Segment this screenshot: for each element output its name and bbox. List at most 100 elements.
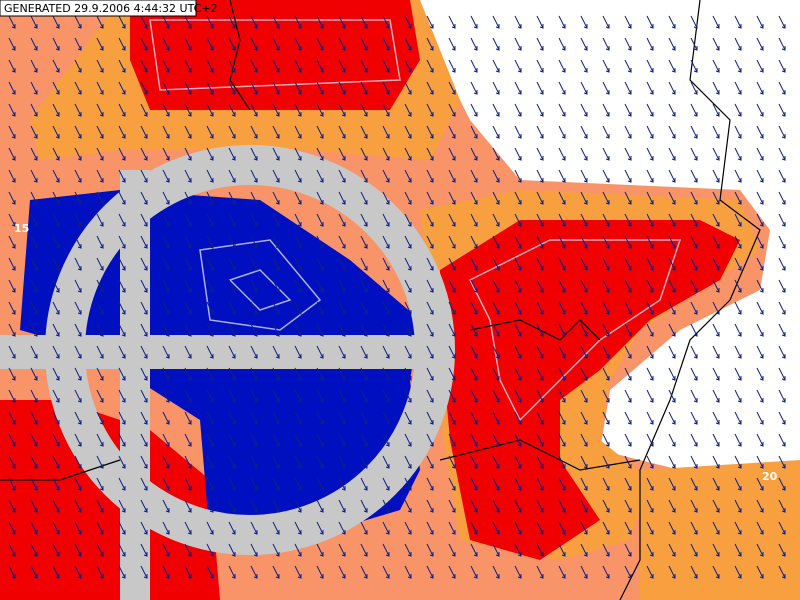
wind-arrow xyxy=(316,279,324,293)
wind-arrow xyxy=(30,147,38,161)
wind-arrow xyxy=(778,367,786,381)
wind-arrow xyxy=(184,81,192,95)
wind-arrow-head xyxy=(55,486,60,491)
wind-arrow-head xyxy=(605,486,610,491)
wind-arrow xyxy=(558,279,566,293)
wind-arrow xyxy=(272,543,280,557)
wind-arrow xyxy=(668,433,676,447)
wind-arrow-head xyxy=(649,244,654,249)
wind-arrow-head xyxy=(627,156,632,161)
wind-arrow-head xyxy=(539,332,544,337)
wind-arrow-head xyxy=(649,200,654,205)
wind-arrow-head xyxy=(781,486,786,491)
wind-arrow-head xyxy=(517,68,522,73)
wind-arrow xyxy=(778,565,786,579)
wind-arrow-head xyxy=(495,134,500,139)
wind-arrow xyxy=(470,389,478,403)
wind-arrow-head xyxy=(165,156,170,161)
wind-arrow xyxy=(294,235,302,249)
wind-arrow xyxy=(30,103,38,117)
wind-arrow xyxy=(580,543,588,557)
wind-arrow xyxy=(712,565,720,579)
wind-arrow-head xyxy=(253,464,258,469)
wind-arrow xyxy=(162,521,170,535)
wind-arrow-head xyxy=(143,508,148,513)
wind-arrow xyxy=(778,213,786,227)
wind-arrow xyxy=(294,323,302,337)
wind-arrow-head xyxy=(319,46,324,51)
wind-arrow xyxy=(162,235,170,249)
wind-arrow xyxy=(514,521,522,535)
wind-arrow-head xyxy=(473,464,478,469)
wind-arrow-head xyxy=(715,332,720,337)
wind-arrow xyxy=(448,15,456,29)
wind-arrow xyxy=(272,345,280,359)
wind-arrow xyxy=(668,103,676,117)
wind-arrow xyxy=(96,37,104,51)
wind-arrow-head xyxy=(649,178,654,183)
wind-arrow xyxy=(118,235,126,249)
wind-arrow xyxy=(30,37,38,51)
wind-arrow xyxy=(382,367,390,381)
wind-arrow xyxy=(250,15,258,29)
wind-arrow-head xyxy=(605,288,610,293)
wind-arrow xyxy=(250,103,258,117)
wind-arrow-head xyxy=(737,376,742,381)
wind-arrow xyxy=(448,59,456,73)
wind-arrow xyxy=(756,499,764,513)
wind-arrow-head xyxy=(715,90,720,95)
wind-arrow-head xyxy=(297,420,302,425)
wind-arrow xyxy=(382,301,390,315)
wind-arrow-head xyxy=(737,420,742,425)
wind-arrow xyxy=(74,565,82,579)
wind-arrow-head xyxy=(55,508,60,513)
wind-arrow xyxy=(140,455,148,469)
wind-arrow xyxy=(470,191,478,205)
wind-arrow xyxy=(96,367,104,381)
wind-arrow xyxy=(382,323,390,337)
wind-arrow-head xyxy=(539,112,544,117)
wind-arrow-head xyxy=(737,266,742,271)
wind-arrow-head xyxy=(363,200,368,205)
wind-arrow xyxy=(514,59,522,73)
wind-arrow xyxy=(250,455,258,469)
wind-arrow xyxy=(646,477,654,491)
wind-arrow-head xyxy=(363,486,368,491)
wind-arrow-head xyxy=(649,156,654,161)
wind-arrow xyxy=(536,37,544,51)
header-box xyxy=(0,0,197,17)
wind-arrow xyxy=(756,477,764,491)
wind-arrow xyxy=(250,235,258,249)
wind-arrow xyxy=(382,279,390,293)
wind-arrow-head xyxy=(209,134,214,139)
wind-arrow xyxy=(184,125,192,139)
wind-arrow xyxy=(470,455,478,469)
wind-arrow-head xyxy=(649,90,654,95)
wind-arrow-head xyxy=(583,464,588,469)
wind-arrow xyxy=(360,15,368,29)
wind-arrow xyxy=(206,279,214,293)
wind-arrow-head xyxy=(297,266,302,271)
wind-arrow-head xyxy=(187,288,192,293)
wind-arrow-head xyxy=(473,200,478,205)
wind-arrow xyxy=(624,345,632,359)
wind-arrow xyxy=(96,477,104,491)
wind-arrow xyxy=(382,213,390,227)
wind-arrow xyxy=(602,103,610,117)
wind-arrow xyxy=(690,15,698,29)
wind-arrow-head xyxy=(297,156,302,161)
wind-arrow xyxy=(602,257,610,271)
wind-arrow xyxy=(140,411,148,425)
wind-arrow xyxy=(338,235,346,249)
wind-arrow xyxy=(316,345,324,359)
wind-arrow xyxy=(162,213,170,227)
wind-arrow-head xyxy=(319,156,324,161)
wind-arrow-head xyxy=(671,112,676,117)
wind-arrow-head xyxy=(781,90,786,95)
wind-arrow xyxy=(30,235,38,249)
wind-arrow xyxy=(294,367,302,381)
wind-arrow-head xyxy=(99,442,104,447)
wind-arrow-head xyxy=(143,486,148,491)
wind-arrow xyxy=(470,125,478,139)
wind-arrow-head xyxy=(319,354,324,359)
